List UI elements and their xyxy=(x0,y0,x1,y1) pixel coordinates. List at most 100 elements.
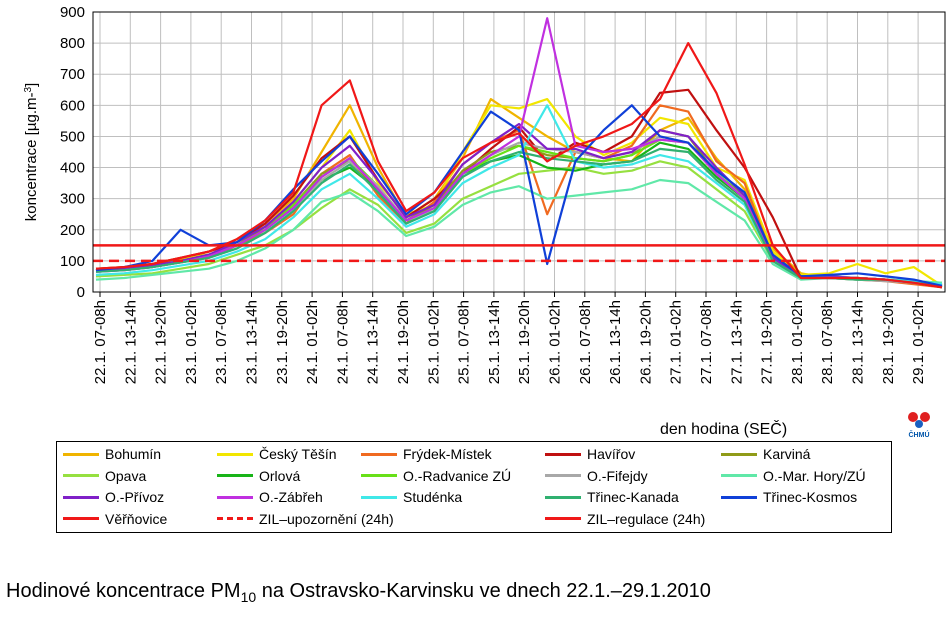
legend-item: Frýdek-Místek xyxy=(361,445,492,463)
legend-label: Třinec-Kanada xyxy=(587,489,679,505)
x-tick-label: 25.1. 07-08h xyxy=(456,300,473,384)
legend-swatch xyxy=(361,495,397,499)
legend-label: O.-Zábřeh xyxy=(259,489,323,505)
legend-item: Opava xyxy=(63,467,146,485)
legend-item: ZIL–upozornění (24h) xyxy=(217,510,394,528)
y-tick-label: 100 xyxy=(60,253,85,270)
legend-item: Věřňovice xyxy=(63,510,167,528)
legend-swatch xyxy=(721,452,757,456)
legend-swatch xyxy=(721,495,757,499)
x-tick-label: 26.1. 19-20h xyxy=(637,300,654,384)
legend-label: ZIL–regulace (24h) xyxy=(587,510,706,527)
caption-rest: na Ostravsko-Karvinsku ve dnech 22.1.–29… xyxy=(256,580,711,602)
x-tick-label: 23.1. 19-20h xyxy=(274,300,291,384)
legend-label: O.-Fifejdy xyxy=(587,467,648,484)
legend-label: O.-Mar. Hory/ZÚ xyxy=(763,467,866,484)
legend-swatch xyxy=(545,517,581,520)
x-tick-label: 23.1. 01-02h xyxy=(183,300,200,384)
x-tick-label: 27.1. 01-02h xyxy=(668,300,685,384)
legend-label: Věřňovice xyxy=(105,510,168,527)
legend-swatch xyxy=(217,517,253,520)
legend-item: O.-Přívoz xyxy=(63,488,164,506)
chmu-logo: ČHMÚ xyxy=(902,407,936,443)
legend-item: Bohumín xyxy=(63,445,161,463)
caption: Hodinové koncentrace PM10 na Ostravsko-K… xyxy=(6,580,711,605)
y-tick-labels: 0 100 200 300 400 500 600 700 800 900 xyxy=(60,4,85,301)
caption-subscript: 10 xyxy=(240,589,257,605)
legend-item: Třinec-Kosmos xyxy=(721,488,857,506)
x-tick-label: 28.1. 07-08h xyxy=(819,300,836,384)
x-tick-label: 25.1. 13-14h xyxy=(486,300,503,384)
caption-main: Hodinové koncentrace PM xyxy=(6,580,241,602)
x-tick-label: 29.1. 01-02h xyxy=(910,300,927,384)
y-axis-label: koncentrace [µg.m-3] xyxy=(23,83,41,221)
legend-item: Třinec-Kanada xyxy=(545,488,679,506)
legend-label: O.-Přívoz xyxy=(105,489,165,505)
x-tick-labels: 22.1. 07-08h 22.1. 13-14h 22.1. 19-20h 23.1… xyxy=(92,300,927,384)
legend-item: O.-Fifejdy xyxy=(545,467,648,485)
x-tick-label: 26.1. 01-02h xyxy=(547,300,564,384)
legend-swatch xyxy=(721,474,757,477)
x-tick-label: 25.1. 19-20h xyxy=(516,300,533,384)
series-line xyxy=(95,135,943,287)
legend-label: O.-Radvanice ZÚ xyxy=(403,467,512,484)
series-line xyxy=(95,41,943,289)
legend-item: Havířov xyxy=(545,445,635,463)
legend-swatch xyxy=(545,495,581,499)
x-tick-label: 26.1. 13-14h xyxy=(607,300,624,384)
x-tick-label: 28.1. 01-02h xyxy=(789,300,806,384)
y-tick-label: 0 xyxy=(77,284,85,301)
legend-swatch xyxy=(545,474,581,477)
legend-swatch xyxy=(63,495,99,499)
legend-item: O.-Mar. Hory/ZÚ xyxy=(721,467,866,485)
x-tick-label: 22.1. 19-20h xyxy=(153,300,170,384)
legend-label: Karviná xyxy=(763,446,811,462)
series-line xyxy=(95,178,943,284)
series-line xyxy=(95,88,943,289)
legend-item: Český Těšín xyxy=(217,445,337,463)
logo-text: ČHMÚ xyxy=(908,432,930,439)
plot-frame xyxy=(92,11,946,293)
x-tick-label: 24.1. 01-02h xyxy=(304,300,321,384)
x-tick-label: 24.1. 19-20h xyxy=(395,300,412,384)
y-tick-label: 300 xyxy=(60,191,85,208)
x-axis-label: den hodina (SEČ) xyxy=(660,419,787,438)
series-lines xyxy=(95,17,943,289)
legend-swatch xyxy=(63,517,99,520)
x-tick-label: 24.1. 07-08h xyxy=(334,300,351,384)
legend-label: Havířov xyxy=(587,446,636,462)
x-tick-label: 28.1. 19-20h xyxy=(880,300,897,384)
legend-swatch xyxy=(361,452,397,456)
x-tick-label: 28.1. 13-14h xyxy=(850,300,867,384)
legend-item: ZIL–regulace (24h) xyxy=(545,510,705,528)
legend-label: ZIL–upozornění (24h) xyxy=(259,510,394,527)
legend-label: Frýdek-Místek xyxy=(403,446,492,462)
x-tick-label: 26.1. 07-08h xyxy=(577,300,594,384)
legend-label: Třinec-Kosmos xyxy=(763,489,858,505)
series-line xyxy=(95,138,943,286)
y-tick-label: 500 xyxy=(60,128,85,145)
legend-swatch xyxy=(545,452,581,456)
legend-item: Orlová xyxy=(217,467,300,485)
x-tick-label: 24.1. 13-14h xyxy=(365,300,382,384)
x-tick-label: 27.1. 19-20h xyxy=(759,300,776,384)
y-tick-label: 200 xyxy=(60,222,85,239)
legend-swatch xyxy=(361,474,397,477)
legend-label: Opava xyxy=(105,467,147,484)
limit-lines xyxy=(93,244,945,263)
legend-swatch xyxy=(63,474,99,477)
legend-label: Bohumín xyxy=(105,446,162,462)
x-tick-label: 27.1. 07-08h xyxy=(698,300,715,384)
y-tick-label: 800 xyxy=(60,35,85,52)
legend-item: O.-Zábřeh xyxy=(217,488,323,506)
legend-item: Studénka xyxy=(361,488,462,506)
legend-swatch xyxy=(217,452,253,456)
x-tick-label: 22.1. 13-14h xyxy=(122,300,139,384)
x-tick-label: 23.1. 07-08h xyxy=(213,300,230,384)
y-tick-label: 700 xyxy=(60,66,85,83)
legend-swatch xyxy=(217,474,253,477)
legend-item: Karviná xyxy=(721,445,810,463)
x-tick-label: 22.1. 07-08h xyxy=(92,300,109,384)
y-tick-label: 400 xyxy=(60,160,85,177)
